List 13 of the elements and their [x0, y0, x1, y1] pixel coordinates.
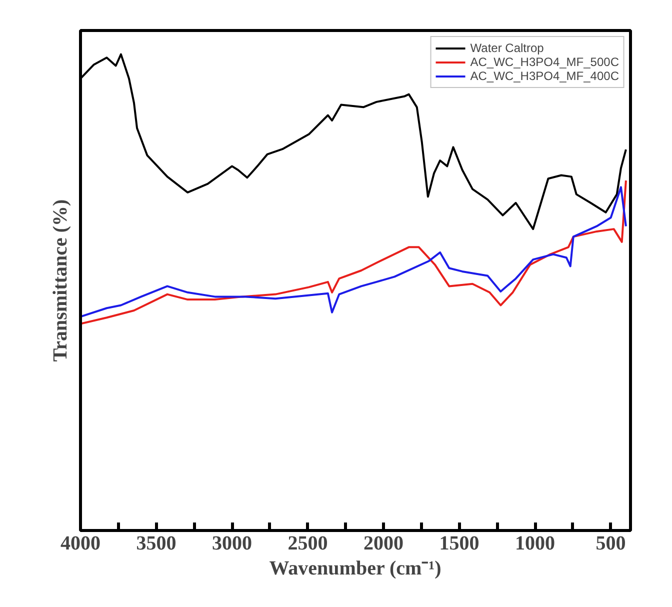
x-tick-label: 1500 — [439, 532, 480, 554]
x-tick-label: 2000 — [364, 532, 404, 554]
x-axis-title: Wavenumber (cm⁻¹) — [269, 558, 442, 580]
y-axis-title: Transmittance (%) — [50, 199, 72, 362]
legend-label: Water Caltrop — [470, 41, 544, 55]
legend-label: AC_WC_H3PO4_MF_400C — [470, 69, 619, 83]
x-tick-label: 4000 — [60, 532, 100, 554]
legend-label: AC_WC_H3PO4_MF_500C — [470, 55, 619, 69]
x-tick-label: 500 — [596, 532, 626, 554]
x-tick-label: 2500 — [288, 532, 328, 554]
x-tick-label: 3000 — [212, 532, 252, 554]
x-tick-label: 3500 — [136, 532, 176, 554]
x-tick-label: 1000 — [515, 532, 556, 554]
